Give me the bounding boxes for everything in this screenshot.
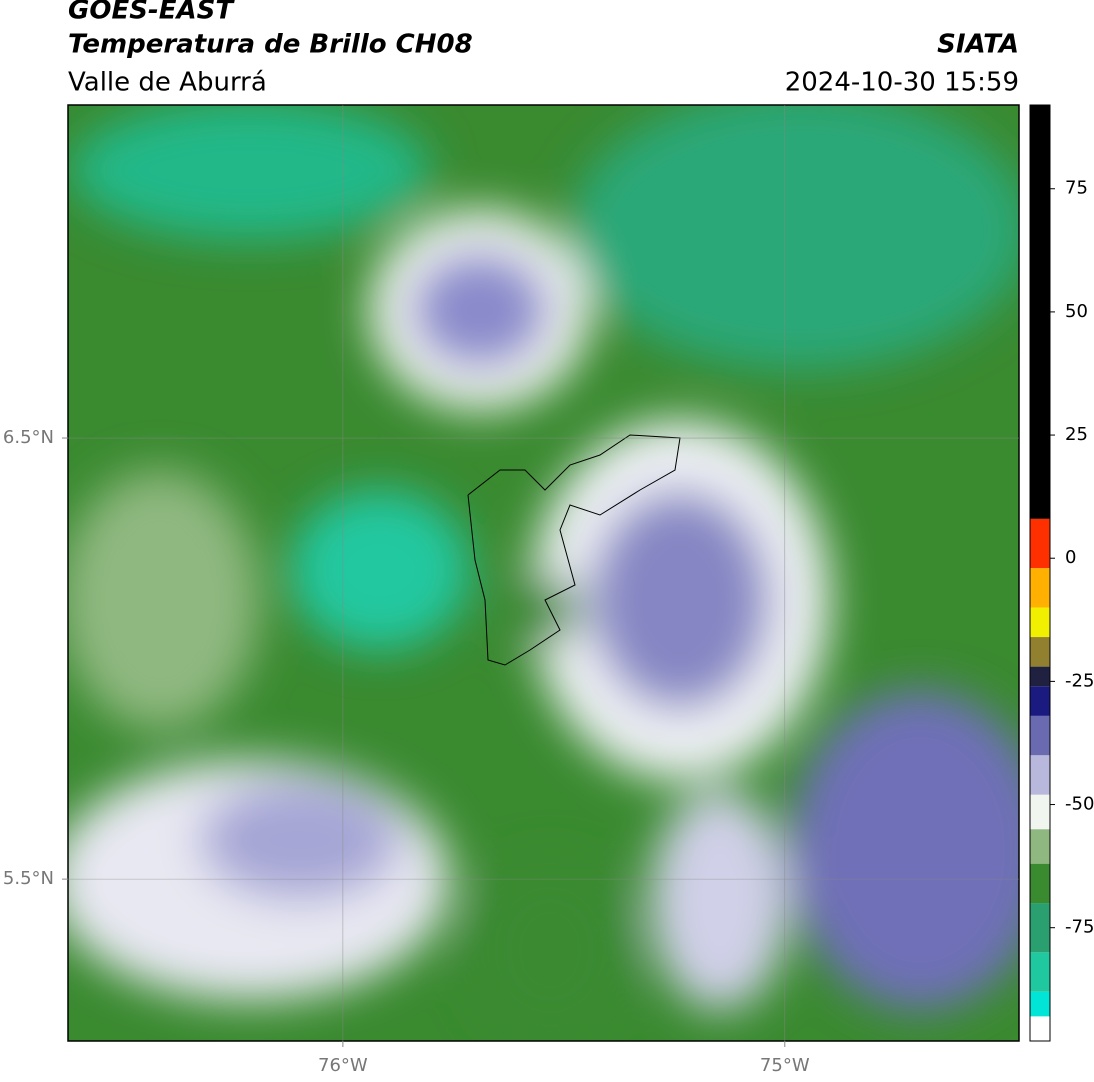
colorbar-frame <box>1029 104 1051 1042</box>
y-tick-label: 6.5°N <box>3 427 54 448</box>
colorbar-segment <box>1030 952 1050 992</box>
colorbar-segment <box>1030 105 1050 519</box>
colorbar-segment <box>1030 637 1050 667</box>
colorbar-segment <box>1030 903 1050 953</box>
colorbar-segment <box>1030 863 1050 904</box>
brand: SIATA <box>937 30 1019 60</box>
region: Valle de Aburrá <box>68 68 267 98</box>
colorbar-tick-label: 75 <box>1065 178 1088 199</box>
satellite-image <box>68 105 1019 1041</box>
title: Temperatura de Brillo CH08 <box>68 30 473 60</box>
colorbar-segment <box>1030 1016 1050 1041</box>
colorbar-tick-label: -50 <box>1065 794 1094 815</box>
colorbar-segment <box>1030 518 1050 569</box>
x-tick-label: 75°W <box>760 1055 810 1076</box>
colorbar-tick-label: 25 <box>1065 424 1088 445</box>
satellite-name: GOES-EAST <box>68 0 235 26</box>
colorbar-tick-label: 50 <box>1065 301 1088 322</box>
colorbar-segment <box>1030 794 1050 830</box>
colorbar-segment <box>1030 607 1050 638</box>
colorbar-segment <box>1030 715 1050 756</box>
colorbar-tick-label: 0 <box>1065 547 1076 568</box>
datetime: 2024-10-30 15:59 <box>785 68 1019 98</box>
colorbar-segment <box>1030 829 1050 864</box>
x-tick-label: 76°W <box>318 1055 368 1076</box>
y-tick-label: 5.5°N <box>3 868 54 889</box>
colorbar-segment <box>1030 666 1050 687</box>
map-frame <box>67 104 1020 1042</box>
colorbar-segment <box>1030 991 1050 1017</box>
colorbar-tick-label: -75 <box>1065 917 1094 938</box>
colorbar-segment <box>1030 686 1050 716</box>
colorbar-segment <box>1030 755 1050 795</box>
colorbar-segment <box>1030 568 1050 608</box>
colorbar-tick-label: -25 <box>1065 670 1094 691</box>
